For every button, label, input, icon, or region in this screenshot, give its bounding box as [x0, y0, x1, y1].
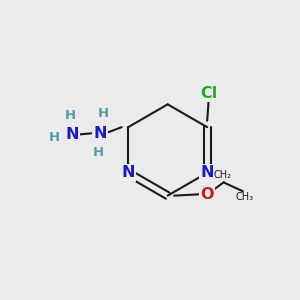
Text: H: H [98, 107, 109, 120]
Text: CH₂: CH₂ [213, 170, 231, 180]
Text: Cl: Cl [200, 86, 217, 101]
Text: CH₃: CH₃ [235, 192, 253, 202]
Text: H: H [93, 146, 104, 159]
Text: H: H [49, 131, 60, 144]
Text: H: H [65, 109, 76, 122]
Text: N: N [200, 165, 214, 180]
Text: N: N [122, 165, 135, 180]
Text: O: O [201, 187, 214, 202]
Text: N: N [65, 127, 79, 142]
Text: N: N [93, 126, 107, 141]
